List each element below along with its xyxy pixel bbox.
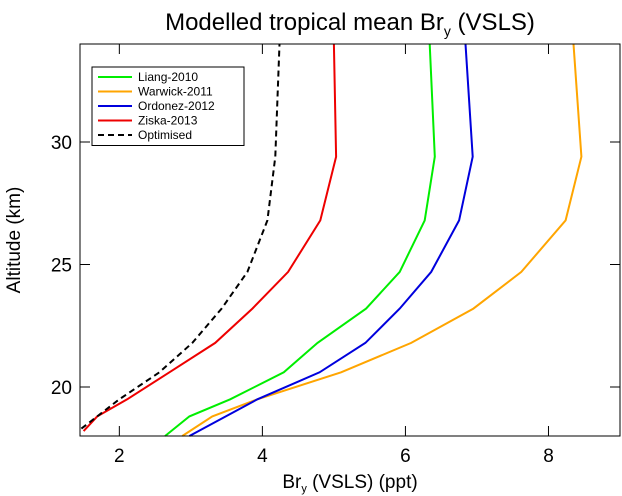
x-tick-label: 4 — [257, 446, 268, 467]
x-tick-label: 8 — [543, 446, 554, 467]
y-tick-label: 30 — [51, 133, 72, 154]
plot-frame — [79, 43, 621, 437]
data-line — [82, 43, 338, 432]
data-line — [181, 43, 583, 437]
legend-label: Optimised — [138, 128, 192, 142]
y-tick-label: 25 — [51, 256, 72, 277]
x-label-text: Br — [282, 472, 302, 493]
legend-label: Liang-2010 — [138, 70, 198, 84]
y-axis-label: Altitude (km) — [4, 187, 25, 294]
legend-label: Ziska-2013 — [138, 114, 198, 128]
x-label-subscript: y — [301, 483, 307, 495]
legend-label: Warwick-2011 — [138, 85, 213, 99]
chart-title: Modelled tropical mean Bry (VSLS) — [165, 9, 535, 39]
x-axis-label: Bry (VSLS) (ppt) — [282, 472, 417, 495]
x-label-text: (VSLS) (ppt) — [307, 472, 418, 493]
data-line — [164, 43, 436, 437]
x-tick-label: 6 — [400, 446, 411, 467]
legend-label: Ordonez-2012 — [138, 99, 215, 113]
title-text: Modelled tropical mean Br — [165, 9, 444, 36]
y-tick-label: 20 — [51, 378, 72, 399]
x-tick-label: 2 — [114, 446, 125, 467]
title-subscript: y — [444, 23, 451, 39]
title-text: (VSLS) — [451, 9, 535, 36]
data-line — [188, 43, 474, 437]
data-line — [80, 43, 281, 430]
